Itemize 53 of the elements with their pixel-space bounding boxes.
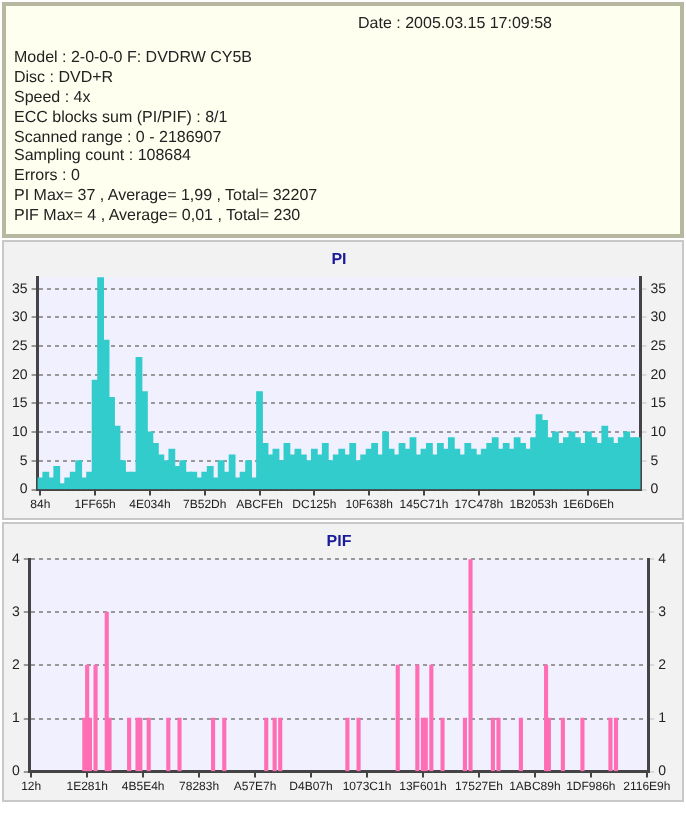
text: Sampling count : 108684 — [14, 146, 194, 167]
bar — [634, 437, 641, 490]
text: Speed : 4x — [14, 87, 93, 108]
text: Date : 2005.03.15 17:09:58 — [356, 14, 554, 34]
bar — [256, 391, 263, 490]
bar — [518, 717, 523, 772]
bar — [97, 277, 104, 490]
bar — [245, 460, 252, 490]
bar — [42, 471, 50, 490]
bar — [211, 717, 216, 772]
chart-title: PIF — [326, 532, 352, 551]
text: PIF Max= 4 , Average= 0,01 , Total= 230 — [14, 206, 303, 227]
bar — [496, 717, 501, 772]
bar — [371, 443, 379, 490]
bar — [179, 460, 187, 490]
bar — [64, 477, 72, 490]
bar — [166, 717, 171, 772]
bar — [541, 420, 548, 490]
bar — [222, 717, 227, 772]
text: Model : 2-0-0-0 F: DVDRW CY5B — [14, 47, 254, 68]
bar — [468, 559, 473, 772]
bar — [429, 664, 434, 772]
bar — [278, 717, 283, 772]
bar — [272, 717, 277, 772]
bar — [53, 466, 61, 490]
bar — [190, 471, 198, 490]
text: Errors : 0 — [14, 166, 82, 187]
bar — [440, 717, 445, 772]
bar — [146, 717, 151, 772]
bar — [382, 431, 389, 490]
bar — [426, 443, 433, 490]
bar — [228, 454, 236, 490]
bar — [580, 717, 585, 772]
bar — [177, 717, 182, 772]
chart-title: PI — [331, 250, 347, 269]
bar — [75, 460, 83, 490]
text: Scanned range : 0 - 2186907 — [14, 127, 224, 147]
bar — [608, 717, 613, 772]
bar — [345, 717, 350, 772]
bar — [93, 664, 98, 772]
bar — [613, 717, 619, 772]
bar — [349, 443, 357, 490]
bar — [168, 448, 176, 490]
bar — [356, 717, 361, 772]
bar — [127, 717, 132, 772]
bar — [415, 664, 420, 772]
bar — [490, 717, 495, 772]
bar — [395, 664, 400, 772]
bar — [264, 717, 269, 772]
text: PI Max= 37 , Average= 1,99 , Total= 32207 — [14, 186, 320, 207]
text: Disc : DVD+R — [14, 67, 116, 88]
bar — [560, 717, 565, 772]
text: ECC blocks sum (PI/PIF) : 8/1 — [14, 107, 230, 128]
